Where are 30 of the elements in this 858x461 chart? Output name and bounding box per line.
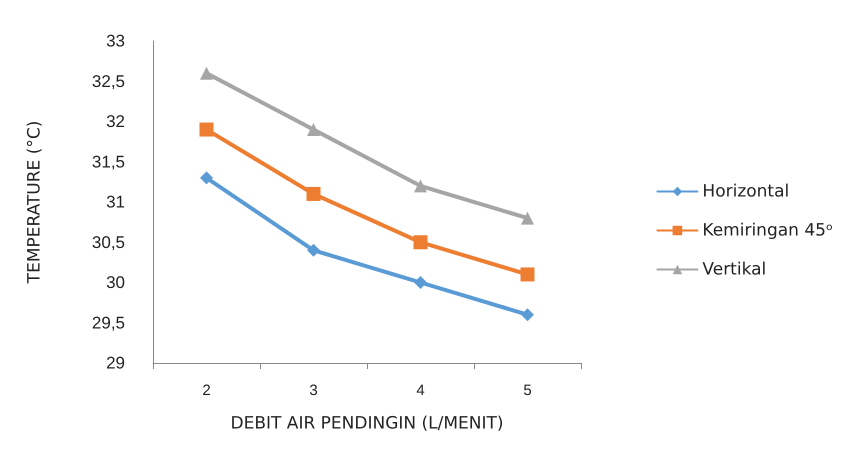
y-tick-label: 31 bbox=[106, 192, 125, 212]
legend-label: Kemiringan 45ᵒ bbox=[702, 220, 834, 240]
point bbox=[306, 186, 320, 201]
point bbox=[307, 123, 320, 136]
x-tick-label: 5 bbox=[523, 382, 532, 399]
x-tick-label: 3 bbox=[309, 382, 318, 399]
y-tick-label: 30 bbox=[106, 273, 125, 292]
point bbox=[521, 308, 534, 322]
point bbox=[521, 212, 534, 225]
y-tick-label: 32,5 bbox=[92, 72, 125, 91]
point bbox=[414, 276, 427, 289]
y-tick-label: 31,5 bbox=[92, 152, 125, 172]
point bbox=[200, 66, 213, 80]
point bbox=[414, 179, 427, 192]
point bbox=[414, 235, 428, 250]
legend-label: Vertikal bbox=[702, 260, 766, 280]
point bbox=[307, 244, 320, 257]
y-tick-label: 33 bbox=[106, 32, 125, 50]
x-tick-label: 2 bbox=[202, 382, 211, 399]
y-tick-label: 32 bbox=[106, 112, 125, 131]
y-tick-label: 29,5 bbox=[92, 313, 125, 332]
x-axis-title: DEBIT AIR PENDINGIN (L/MENIT) bbox=[230, 414, 504, 434]
point bbox=[200, 122, 214, 137]
y-tick-label: 29 bbox=[106, 354, 125, 372]
y-tick-label: 30,5 bbox=[92, 232, 125, 252]
x-tick-label: 4 bbox=[416, 382, 425, 399]
point bbox=[200, 171, 213, 184]
point bbox=[520, 267, 534, 282]
legend-label: Horizontal bbox=[702, 182, 790, 202]
y-axis-title: TEMPERATURE (°C) bbox=[24, 120, 44, 284]
